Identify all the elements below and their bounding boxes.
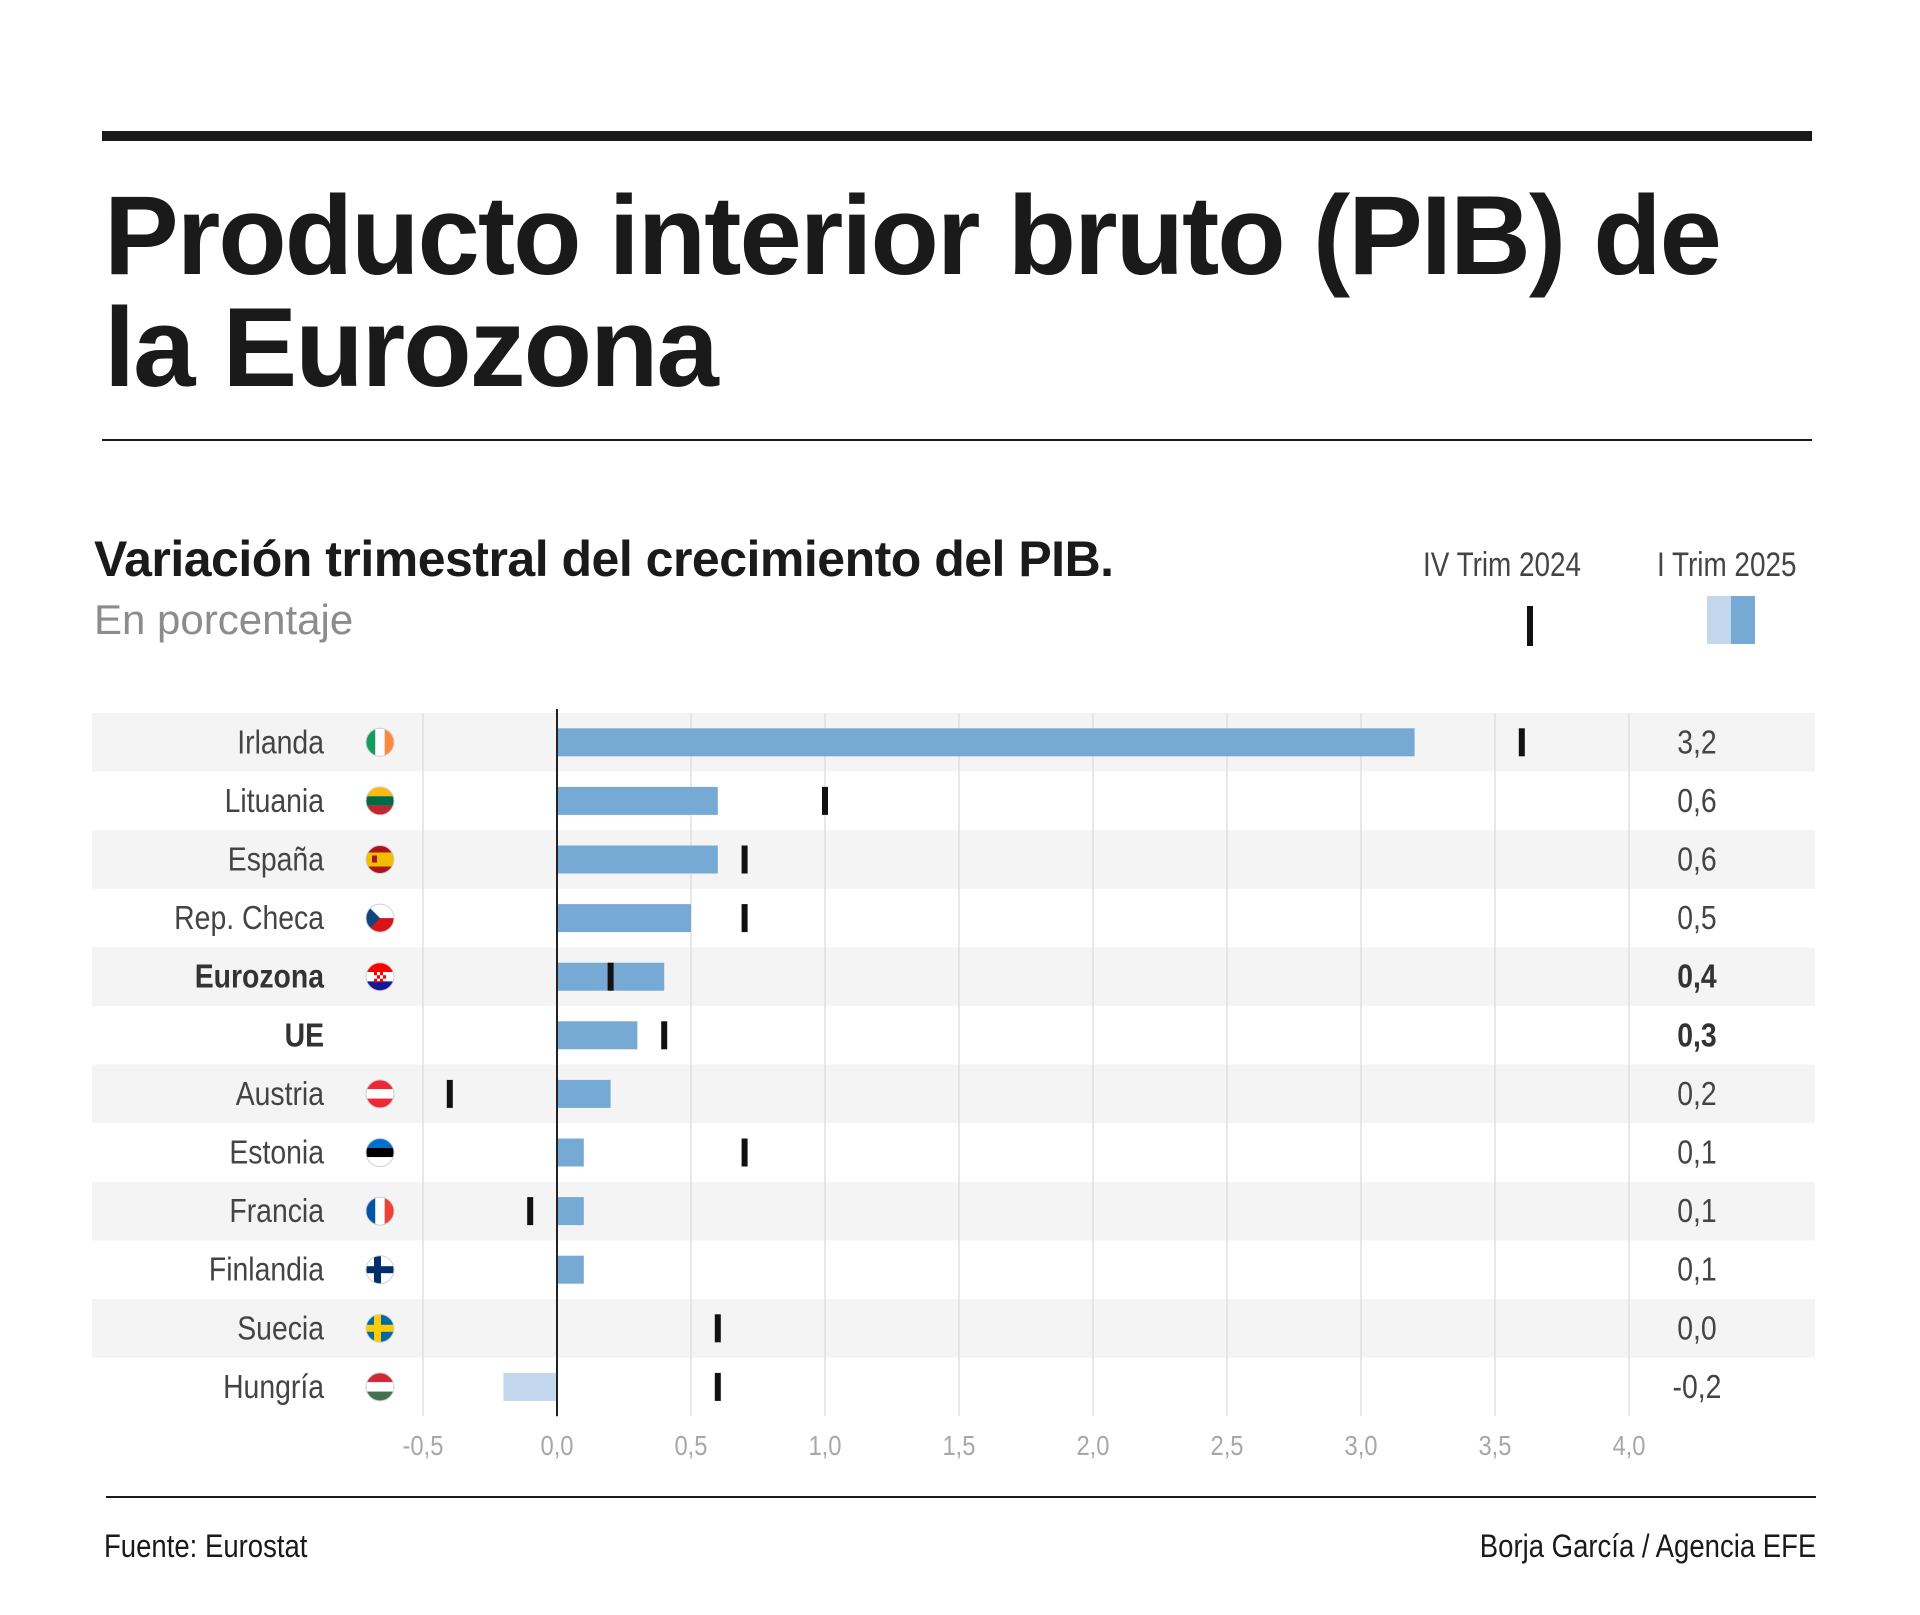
legend-label-prev: IV Trim 2024 [1423,546,1582,584]
x-tick-label: 1,5 [942,1429,975,1461]
x-tick-label: 0,5 [674,1429,707,1461]
prev-marker [527,1197,534,1226]
estonia-flag-icon [365,1138,395,1167]
prev-marker [714,1372,721,1401]
category-label: Irlanda [237,723,325,761]
bottom-rule [106,1496,1816,1498]
category-label: Rep. Checa [174,899,325,937]
value-label: 0,5 [1677,899,1716,937]
category-label: Eurozona [195,958,325,996]
prev-marker [446,1079,453,1108]
category-label: Estonia [229,1133,324,1171]
x-tick-label: 4,0 [1612,1429,1645,1461]
x-tick-label: 2,0 [1076,1429,1109,1461]
credit-note: Borja García / Agencia EFE [1479,1528,1816,1564]
prev-marker [741,904,748,933]
prev-marker [741,1138,748,1167]
value-label: 0,6 [1677,840,1716,878]
bar [557,1138,584,1167]
prev-marker [1518,728,1525,757]
row-stripe [92,1064,1815,1124]
spain-flag-icon [365,845,395,874]
value-label: 0,4 [1677,958,1716,996]
finland-flag-icon [365,1255,395,1285]
bar [557,786,718,815]
bar [557,1197,584,1226]
x-tick-label: 3,5 [1478,1429,1511,1461]
prev-marker [714,1314,721,1343]
value-label: 0,1 [1677,1133,1716,1171]
chart-subtitle: Variación trimestral del crecimiento del… [94,531,1114,587]
source-note: Fuente: Eurostat [104,1528,308,1564]
row-stripe [92,830,1815,889]
bar [503,1372,557,1401]
ireland-flag-icon [365,727,395,757]
chart-unit: En porcentaje [94,596,354,643]
austria-flag-icon [365,1079,395,1109]
sweden-flag-icon [365,1313,395,1343]
value-label: 0,0 [1677,1309,1716,1347]
legend-label-curr: I Trim 2025 [1657,546,1797,584]
row-stripe [92,947,1815,1006]
prev-marker [607,962,614,991]
x-tick-label: 2,5 [1210,1429,1243,1461]
france-flag-icon [365,1196,395,1226]
value-label: 0,6 [1677,782,1716,820]
legend-marker-prev [1527,606,1533,646]
row-stripe [92,1299,1815,1358]
bar [557,1021,638,1050]
legend-swatch-negative [1707,596,1731,644]
bar [557,845,718,874]
bar [557,1079,611,1108]
category-label: UE [285,1016,324,1054]
czechia-flag-icon [365,903,395,933]
category-label: España [228,840,325,878]
x-tick-label: 1,0 [808,1429,841,1461]
row-stripe [92,1181,1815,1241]
title-rule [102,439,1812,441]
prev-marker [741,845,748,874]
value-label: 3,2 [1677,723,1716,761]
hungary-flag-icon [365,1372,395,1402]
category-label: Finlandia [209,1251,325,1289]
x-tick-label: 0,0 [540,1429,573,1461]
value-label: 0,1 [1677,1251,1716,1289]
prev-marker [822,786,828,815]
value-label: -0,2 [1673,1368,1722,1406]
top-rule [102,131,1812,141]
value-label: 0,3 [1677,1016,1716,1054]
category-label: Hungría [223,1368,325,1406]
prev-marker [661,1021,668,1050]
lithuania-flag-icon [365,786,395,816]
bar [557,1255,584,1284]
legend-swatch-positive [1731,596,1755,644]
bar [557,904,691,933]
croatia-flag-icon [365,962,395,992]
category-label: Lituania [225,782,325,820]
page-title: Producto interior bruto (PIB) de la Euro… [104,173,1722,410]
category-label: Suecia [237,1309,325,1347]
x-tick-label: -0,5 [403,1429,444,1461]
x-tick-label: 3,0 [1344,1429,1377,1461]
value-label: 0,2 [1677,1075,1716,1113]
bar [557,728,1415,757]
value-label: 0,1 [1677,1192,1716,1230]
category-label: Austria [236,1075,325,1113]
category-label: Francia [229,1192,324,1230]
